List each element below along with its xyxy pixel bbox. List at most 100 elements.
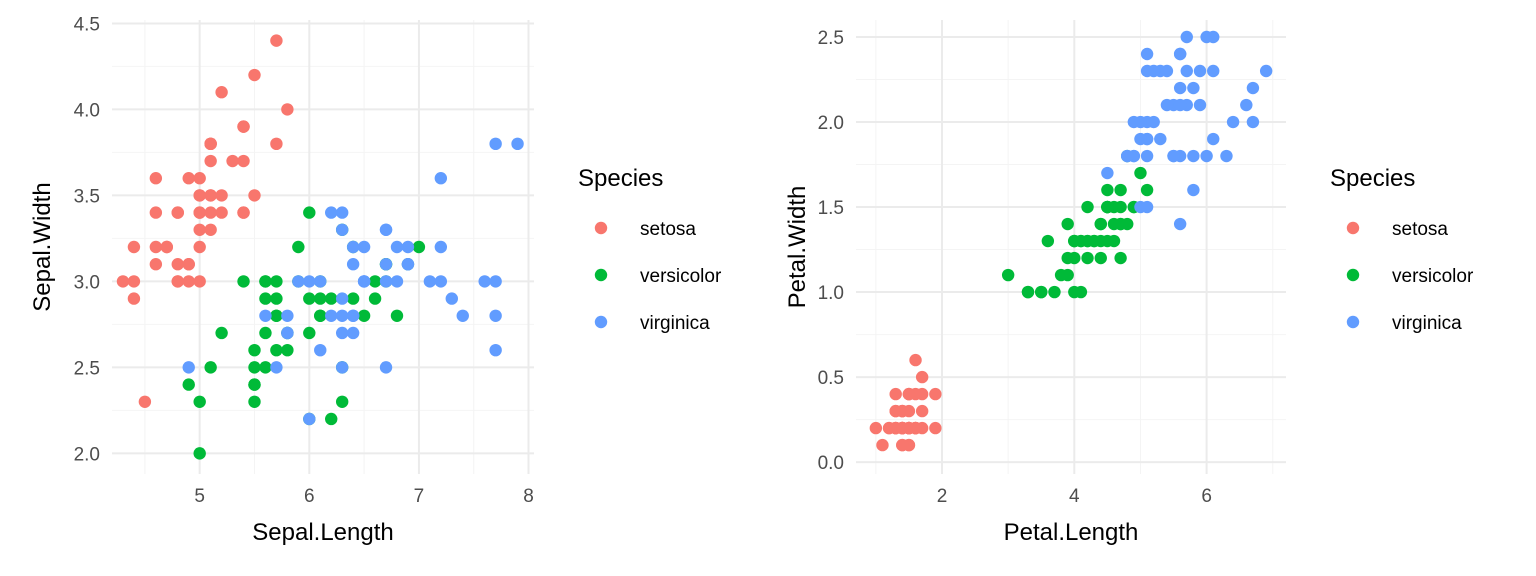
point-versicolor xyxy=(1094,217,1107,231)
point-virginica xyxy=(1246,115,1260,129)
point-virginica xyxy=(346,326,360,340)
point-virginica xyxy=(489,275,502,288)
point-versicolor xyxy=(248,378,261,391)
point-setosa xyxy=(193,189,206,202)
point-setosa xyxy=(171,206,184,219)
x-tick-label: 6 xyxy=(1201,486,1212,507)
point-versicolor xyxy=(346,292,360,305)
point-virginica xyxy=(434,275,448,288)
y-tick-label: 2.0 xyxy=(818,113,844,134)
point-virginica xyxy=(1240,98,1253,112)
point-setosa xyxy=(929,387,942,401)
point-virginica xyxy=(1160,98,1174,112)
point-virginica xyxy=(259,309,272,322)
point-virginica xyxy=(335,292,349,305)
point-versicolor xyxy=(193,395,206,408)
point-versicolor xyxy=(1114,183,1127,197)
point-versicolor xyxy=(1134,166,1147,180)
point-setosa xyxy=(171,275,184,288)
point-versicolor xyxy=(1035,285,1048,299)
y-tick-label: 4.5 xyxy=(74,14,100,35)
point-virginica xyxy=(335,206,349,219)
point-setosa xyxy=(127,292,141,305)
point-setosa xyxy=(149,206,163,219)
point-setosa xyxy=(248,189,261,202)
point-virginica xyxy=(445,292,458,305)
point-versicolor xyxy=(1114,251,1127,265)
legend-label-setosa: setosa xyxy=(640,219,696,240)
point-versicolor xyxy=(1074,285,1088,299)
legend-title: Species xyxy=(578,165,663,192)
point-virginica xyxy=(489,137,502,151)
point-virginica xyxy=(335,326,349,340)
y-tick-label: 0.0 xyxy=(818,453,844,474)
point-versicolor xyxy=(248,343,261,357)
legend-key-versicolor xyxy=(1346,268,1360,282)
point-virginica xyxy=(1154,132,1167,146)
legend-label-virginica: virginica xyxy=(640,313,710,334)
point-virginica xyxy=(281,326,294,340)
point-virginica xyxy=(1187,149,1200,163)
point-virginica xyxy=(1121,149,1134,163)
point-versicolor xyxy=(1061,217,1074,231)
point-virginica xyxy=(335,309,349,322)
point-setosa xyxy=(237,154,250,168)
legend-label-versicolor: versicolor xyxy=(1392,266,1474,287)
point-versicolor xyxy=(314,309,327,322)
point-virginica xyxy=(346,240,360,254)
point-versicolor xyxy=(1101,200,1114,214)
point-setosa xyxy=(149,240,163,254)
point-virginica xyxy=(456,309,469,322)
point-virginica xyxy=(489,343,502,357)
point-setosa xyxy=(127,240,141,254)
point-versicolor xyxy=(368,292,382,305)
point-virginica xyxy=(1193,98,1207,112)
y-tick-label: 2.5 xyxy=(818,28,844,49)
point-virginica xyxy=(1147,115,1160,129)
point-virginica xyxy=(335,223,349,237)
point-virginica xyxy=(390,275,404,288)
point-setosa xyxy=(902,387,916,401)
x-tick-label: 5 xyxy=(194,486,205,507)
legend-label-virginica: virginica xyxy=(1392,313,1462,334)
point-setosa xyxy=(138,395,152,408)
point-versicolor xyxy=(335,395,349,408)
chart-petal: 2 4 6 0.0 0.5 1.0 1.5 2.0 2.5 Petal.Length Petal.W… xyxy=(784,20,1474,546)
point-versicolor xyxy=(1074,234,1088,248)
y-tick-label: 1.5 xyxy=(818,198,844,219)
point-virginica xyxy=(314,343,327,357)
point-versicolor xyxy=(259,361,272,374)
point-virginica xyxy=(489,309,502,322)
point-setosa xyxy=(127,275,141,288)
point-versicolor xyxy=(1107,234,1121,248)
point-versicolor xyxy=(1068,251,1081,265)
point-versicolor xyxy=(1087,234,1101,248)
point-versicolor xyxy=(281,343,294,357)
point-virginica xyxy=(1173,98,1187,112)
point-virginica xyxy=(1173,81,1187,95)
point-versicolor xyxy=(325,292,338,305)
point-virginica xyxy=(357,275,371,288)
legend-key-setosa xyxy=(594,221,608,235)
point-versicolor xyxy=(270,292,283,305)
point-virginica xyxy=(281,309,294,322)
point-setosa xyxy=(182,275,195,288)
point-virginica xyxy=(1173,47,1187,61)
point-versicolor xyxy=(248,395,261,408)
point-virginica xyxy=(390,240,404,254)
point-setosa xyxy=(204,137,217,151)
point-setosa xyxy=(171,257,184,271)
point-versicolor xyxy=(1021,285,1035,299)
point-virginica xyxy=(1127,115,1141,129)
point-virginica xyxy=(1226,115,1240,129)
x-tick-label: 8 xyxy=(523,486,534,507)
point-setosa xyxy=(215,206,228,219)
x-tick-label: 6 xyxy=(304,486,315,507)
point-versicolor xyxy=(215,326,228,340)
point-virginica xyxy=(401,257,415,271)
legend-key-virginica xyxy=(594,315,608,329)
y-tick-label: 1.0 xyxy=(818,283,844,304)
point-virginica xyxy=(379,361,393,374)
point-versicolor xyxy=(325,412,338,426)
